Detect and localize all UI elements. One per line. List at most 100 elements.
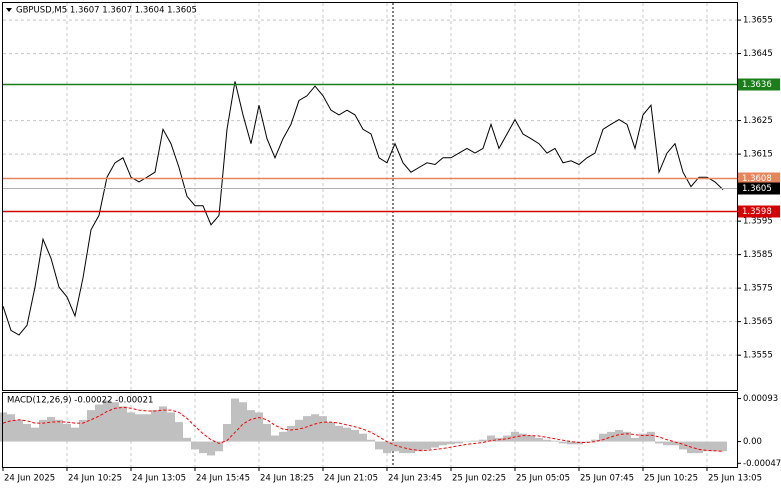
histogram-bar xyxy=(207,441,215,456)
histogram-bar xyxy=(431,441,439,448)
x-tick-label: 25 Jun 07:45 xyxy=(580,474,634,484)
x-tick-label: 24 Jun 13:05 xyxy=(132,474,186,484)
histogram-bar xyxy=(407,441,415,454)
histogram-bar xyxy=(375,441,383,450)
histogram-bar xyxy=(487,435,495,442)
histogram-bar xyxy=(263,423,271,442)
y-tick-label: 0.00093 xyxy=(743,394,778,404)
price-level-label: 1.3605 xyxy=(742,184,772,194)
y-tick-label: 1.3625 xyxy=(743,116,773,126)
histogram-bar xyxy=(63,423,71,442)
histogram-bar xyxy=(311,414,319,442)
price-level-tag xyxy=(738,182,780,195)
histogram-bar xyxy=(7,414,15,442)
histogram-bar xyxy=(103,400,111,442)
histogram-bar xyxy=(623,431,631,442)
histogram-bar xyxy=(279,431,287,442)
histogram-bar xyxy=(239,402,247,442)
histogram-bar xyxy=(39,419,47,442)
macd-panel-border xyxy=(2,392,738,468)
histogram-bar xyxy=(23,423,31,442)
y-tick-label: 1.3615 xyxy=(743,150,773,160)
histogram-bar xyxy=(343,427,351,442)
histogram-bar xyxy=(247,410,255,442)
histogram-bar xyxy=(143,414,151,442)
histogram-bar xyxy=(335,425,343,442)
histogram-bar xyxy=(319,416,327,442)
x-tick-label: 24 Jun 10:25 xyxy=(68,474,122,484)
histogram-bar xyxy=(671,441,679,446)
histogram-bar xyxy=(359,433,367,442)
histogram-bar xyxy=(423,441,431,450)
histogram-bar xyxy=(31,427,39,442)
histogram-bar xyxy=(0,412,7,442)
histogram-bar xyxy=(655,441,663,444)
macd-title: MACD(12,26,9) -0.00022 -0.00021 xyxy=(7,396,153,406)
x-tick-label: 25 Jun 10:25 xyxy=(644,474,698,484)
histogram-bar xyxy=(151,410,159,442)
histogram-bar xyxy=(167,412,175,442)
histogram-bar xyxy=(111,402,119,442)
histogram-bar xyxy=(215,441,223,452)
histogram-bar xyxy=(455,441,463,444)
histogram-bar xyxy=(695,441,703,454)
histogram-bar xyxy=(183,437,191,442)
x-tick-label: 24 Jun 21:05 xyxy=(324,474,378,484)
histogram-bar xyxy=(47,417,55,442)
y-tick-label: 1.3585 xyxy=(743,250,773,260)
histogram-bar xyxy=(647,431,655,442)
x-tick-label: 25 Jun 02:25 xyxy=(452,474,506,484)
histogram-bar xyxy=(175,422,183,442)
histogram-bar xyxy=(87,410,95,442)
histogram-bar xyxy=(607,431,615,442)
y-tick-label: 1.3575 xyxy=(743,284,773,294)
histogram-bar xyxy=(439,441,447,446)
histogram-bar xyxy=(559,441,567,444)
histogram-bar xyxy=(231,398,239,442)
menu-arrow[interactable] xyxy=(6,8,12,12)
histogram-bar xyxy=(543,439,551,442)
y-tick-label: 1.3565 xyxy=(743,317,773,327)
y-tick-label: 1.3595 xyxy=(743,217,773,227)
y-tick-label: 0.00 xyxy=(743,437,762,447)
histogram-bar xyxy=(391,441,399,452)
histogram-bar xyxy=(95,404,103,442)
y-tick-label: 1.3655 xyxy=(743,16,773,26)
histogram-bar xyxy=(191,441,199,450)
x-tick-label: 24 Jun 15:45 xyxy=(196,474,250,484)
chart-title: GBPUSD,M5 1.3607 1.3607 1.3604 1.3605 xyxy=(16,6,197,16)
histogram-bar xyxy=(287,425,295,442)
price-level-label: 1.3636 xyxy=(742,80,772,90)
histogram-bar xyxy=(399,441,407,454)
histogram-bar xyxy=(327,422,335,442)
histogram-bar xyxy=(519,433,527,442)
histogram-bar xyxy=(383,441,391,454)
histogram-bar xyxy=(463,441,471,443)
histogram-bar xyxy=(223,423,231,442)
main-panel-border xyxy=(2,2,738,391)
y-tick-label: -0.00047 xyxy=(743,459,781,469)
price-level-tag xyxy=(738,78,780,91)
x-tick-label: 24 Jun 2025 xyxy=(4,474,55,484)
histogram-bar xyxy=(479,439,487,442)
histogram-bar xyxy=(599,433,607,442)
histogram-bar xyxy=(127,412,135,442)
x-tick-label: 25 Jun 13:05 xyxy=(708,474,762,484)
histogram-bar xyxy=(255,412,263,442)
histogram-bar xyxy=(351,430,359,442)
marks xyxy=(0,81,737,456)
histogram-bar xyxy=(551,440,559,442)
histogram-bar xyxy=(159,406,167,442)
histogram-bar xyxy=(295,419,303,442)
price-level-tag xyxy=(738,172,780,185)
histogram-bar xyxy=(199,441,207,454)
signal-line xyxy=(2,406,724,452)
histogram-bar xyxy=(631,437,639,442)
labels: 24 Jun 2025 24 Jun 10:25 24 Jun 13:05 24 Ju… xyxy=(2,16,781,484)
histogram-bar xyxy=(367,439,375,442)
grid xyxy=(3,3,737,467)
histogram-bar xyxy=(135,414,143,442)
histogram-bar xyxy=(639,433,647,442)
